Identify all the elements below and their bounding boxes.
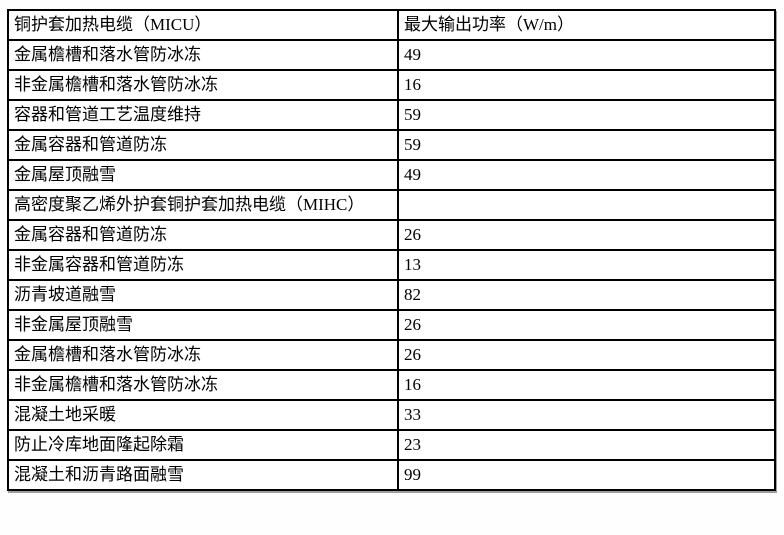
table-row: 沥青坡道融雪 82	[7, 279, 776, 311]
application-label-cell: 金属屋顶融雪	[7, 159, 399, 191]
table-row: 非金属檐槽和落水管防冰冻 16	[7, 69, 776, 101]
column-header-max-power: 最大输出功率（W/m）	[397, 9, 776, 41]
table-row: 金属屋顶融雪 49	[7, 159, 776, 191]
power-value-cell: 59	[397, 99, 776, 131]
application-label-cell: 沥青坡道融雪	[7, 279, 399, 311]
power-value-cell: 82	[397, 279, 776, 311]
power-value-cell: 49	[397, 159, 776, 191]
table-row: 非金属檐槽和落水管防冰冻 16	[7, 369, 776, 401]
power-value-cell: 99	[397, 459, 776, 491]
power-value-cell: 23	[397, 429, 776, 461]
power-value-cell: 49	[397, 39, 776, 71]
application-label-cell: 非金属檐槽和落水管防冰冻	[7, 69, 399, 101]
empty-value-cell	[397, 189, 776, 221]
application-label-cell: 金属容器和管道防冻	[7, 129, 399, 161]
column-header-cable-type: 铜护套加热电缆（MICU）	[7, 9, 399, 41]
table-row: 金属檐槽和落水管防冰冻 49	[7, 39, 776, 71]
table-row: 非金属屋顶融雪 26	[7, 309, 776, 341]
application-label-cell: 防止冷库地面隆起除霜	[7, 429, 399, 461]
application-label-cell: 金属檐槽和落水管防冰冻	[7, 39, 399, 71]
power-value-cell: 16	[397, 369, 776, 401]
section-header-row: 高密度聚乙烯外护套铜护套加热电缆（MIHC）	[7, 189, 776, 221]
application-label-cell: 非金属容器和管道防冻	[7, 249, 399, 281]
heating-cable-power-table: 铜护套加热电缆（MICU） 最大输出功率（W/m） 金属檐槽和落水管防冰冻 49…	[7, 9, 776, 491]
application-label-cell: 非金属屋顶融雪	[7, 309, 399, 341]
power-value-cell: 59	[397, 129, 776, 161]
power-value-cell: 33	[397, 399, 776, 431]
power-value-cell: 26	[397, 309, 776, 341]
application-label-cell: 容器和管道工艺温度维持	[7, 99, 399, 131]
section-header-cell: 高密度聚乙烯外护套铜护套加热电缆（MIHC）	[7, 189, 399, 221]
application-label-cell: 混凝土和沥青路面融雪	[7, 459, 399, 491]
application-label-cell: 金属檐槽和落水管防冰冻	[7, 339, 399, 371]
table-row: 金属容器和管道防冻 26	[7, 219, 776, 251]
header-row: 铜护套加热电缆（MICU） 最大输出功率（W/m）	[7, 9, 776, 41]
table-row: 非金属容器和管道防冻 13	[7, 249, 776, 281]
application-label-cell: 金属容器和管道防冻	[7, 219, 399, 251]
table-row: 金属容器和管道防冻 59	[7, 129, 776, 161]
power-value-cell: 16	[397, 69, 776, 101]
table-row: 金属檐槽和落水管防冰冻 26	[7, 339, 776, 371]
application-label-cell: 混凝土地采暖	[7, 399, 399, 431]
table-row: 容器和管道工艺温度维持 59	[7, 99, 776, 131]
application-label-cell: 非金属檐槽和落水管防冰冻	[7, 369, 399, 401]
table-row: 混凝土地采暖 33	[7, 399, 776, 431]
table-row: 混凝土和沥青路面融雪 99	[7, 459, 776, 491]
power-value-cell: 26	[397, 339, 776, 371]
power-value-cell: 26	[397, 219, 776, 251]
table-row: 防止冷库地面隆起除霜 23	[7, 429, 776, 461]
power-value-cell: 13	[397, 249, 776, 281]
